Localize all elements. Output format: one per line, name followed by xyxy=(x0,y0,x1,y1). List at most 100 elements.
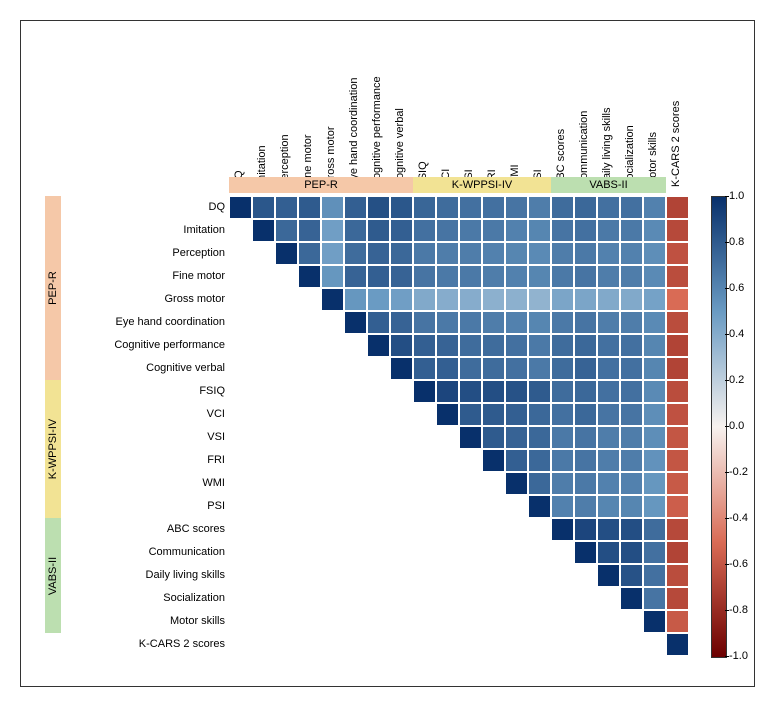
heatmap-cell xyxy=(528,311,551,334)
heatmap-cell xyxy=(482,311,505,334)
heatmap-cell xyxy=(551,472,574,495)
heatmap-cell xyxy=(643,196,666,219)
heatmap-cell xyxy=(482,380,505,403)
heatmap-cell xyxy=(505,265,528,288)
left-group-band: VABS-II xyxy=(45,518,61,633)
heatmap-cell xyxy=(482,242,505,265)
heatmap-cell xyxy=(390,265,413,288)
heatmap-cell xyxy=(666,219,689,242)
col-label: Cognitive verbal xyxy=(394,108,406,187)
heatmap-cell xyxy=(643,380,666,403)
colorbar-tickmark xyxy=(725,242,729,243)
heatmap-cell xyxy=(643,288,666,311)
heatmap-cell xyxy=(459,265,482,288)
heatmap-cell xyxy=(551,242,574,265)
colorbar-tick: 0.6 xyxy=(729,282,744,294)
heatmap-cell xyxy=(436,403,459,426)
heatmap-cell xyxy=(482,265,505,288)
heatmap-cell xyxy=(666,564,689,587)
heatmap-cell xyxy=(643,564,666,587)
heatmap-cell xyxy=(643,265,666,288)
heatmap-cell xyxy=(574,288,597,311)
heatmap-cell xyxy=(666,449,689,472)
heatmap-cell xyxy=(413,357,436,380)
heatmap-cell xyxy=(597,495,620,518)
heatmap-cell xyxy=(528,472,551,495)
heatmap-cell xyxy=(413,265,436,288)
heatmap-cell xyxy=(597,403,620,426)
heatmap-cell xyxy=(574,357,597,380)
colorbar xyxy=(711,196,727,658)
heatmap-cell xyxy=(528,196,551,219)
heatmap-cell xyxy=(413,219,436,242)
colorbar-tick: -0.4 xyxy=(729,512,748,524)
heatmap-cell xyxy=(551,357,574,380)
heatmap-cell xyxy=(666,311,689,334)
heatmap-cell xyxy=(436,242,459,265)
heatmap-cell xyxy=(436,196,459,219)
heatmap-cell xyxy=(551,265,574,288)
colorbar-tickmark xyxy=(725,656,729,657)
left-group-band: PEP-R xyxy=(45,196,61,380)
heatmap-cell xyxy=(528,288,551,311)
heatmap-cell xyxy=(459,196,482,219)
heatmap-cell xyxy=(597,196,620,219)
heatmap-cell xyxy=(390,334,413,357)
colorbar-tick: -0.8 xyxy=(729,604,748,616)
heatmap-cell xyxy=(528,242,551,265)
colorbar-tickmark xyxy=(725,196,729,197)
heatmap-cell xyxy=(551,518,574,541)
heatmap-cell xyxy=(229,196,252,219)
heatmap-cell xyxy=(436,219,459,242)
heatmap-cell xyxy=(367,288,390,311)
row-label: K-CARS 2 scores xyxy=(21,633,225,656)
heatmap-cell xyxy=(666,196,689,219)
heatmap-cell xyxy=(528,449,551,472)
heatmap-cell xyxy=(666,518,689,541)
heatmap-cell xyxy=(390,311,413,334)
heatmap-cell xyxy=(344,311,367,334)
heatmap-cell xyxy=(505,472,528,495)
heatmap-cell xyxy=(666,334,689,357)
heatmap-cell xyxy=(528,426,551,449)
heatmap-cell xyxy=(413,196,436,219)
heatmap-cell xyxy=(321,265,344,288)
heatmap-cell xyxy=(459,311,482,334)
heatmap-cell xyxy=(505,242,528,265)
heatmap-cell xyxy=(505,288,528,311)
heatmap-cell xyxy=(597,426,620,449)
heatmap-cell xyxy=(666,541,689,564)
heatmap-cell xyxy=(643,541,666,564)
heatmap-cell xyxy=(436,357,459,380)
heatmap-cell xyxy=(597,357,620,380)
heatmap-cell xyxy=(482,219,505,242)
heatmap-cell xyxy=(459,380,482,403)
heatmap-cell xyxy=(459,288,482,311)
heatmap-cell xyxy=(321,242,344,265)
heatmap-cell xyxy=(528,495,551,518)
heatmap-cell xyxy=(275,196,298,219)
heatmap-cell xyxy=(436,311,459,334)
heatmap-cell xyxy=(321,288,344,311)
heatmap-cell xyxy=(643,334,666,357)
heatmap-cell xyxy=(620,564,643,587)
heatmap-cell xyxy=(620,380,643,403)
heatmap-cell xyxy=(436,288,459,311)
heatmap-cell xyxy=(620,357,643,380)
heatmap-cell xyxy=(482,403,505,426)
heatmap-cell xyxy=(597,472,620,495)
colorbar-tick: 0.2 xyxy=(729,374,744,386)
heatmap-cell xyxy=(482,288,505,311)
heatmap-cell xyxy=(413,242,436,265)
heatmap-cell xyxy=(482,449,505,472)
heatmap-cell xyxy=(597,288,620,311)
heatmap-cell xyxy=(505,219,528,242)
heatmap-cell xyxy=(298,242,321,265)
heatmap-cell xyxy=(551,449,574,472)
heatmap-cell xyxy=(643,587,666,610)
heatmap-cell xyxy=(505,357,528,380)
heatmap-cell xyxy=(666,426,689,449)
heatmap-cell xyxy=(482,426,505,449)
heatmap-cell xyxy=(643,357,666,380)
heatmap-cell xyxy=(574,472,597,495)
